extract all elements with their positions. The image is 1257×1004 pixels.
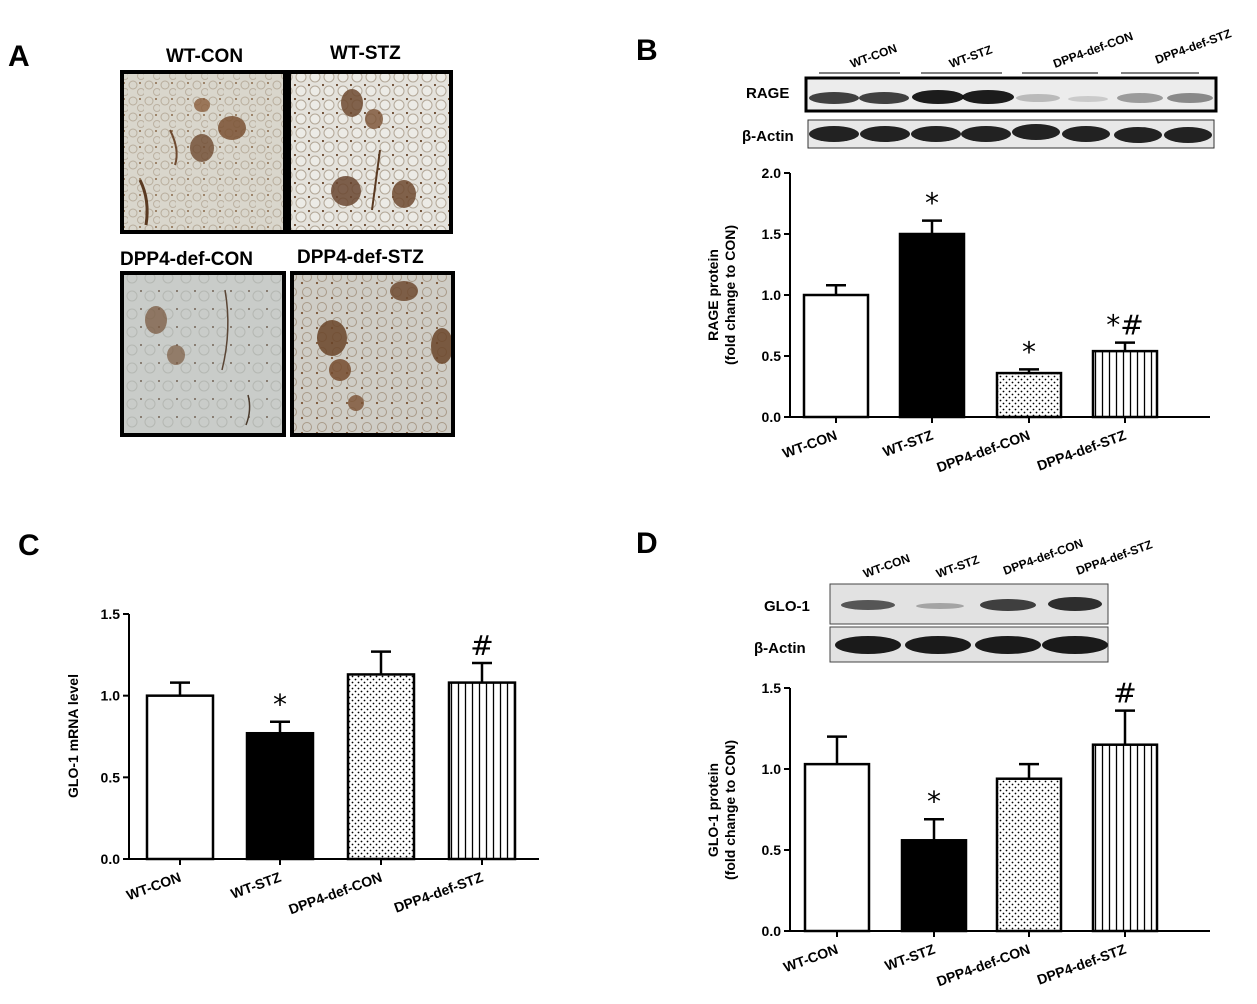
chart-b-bar-wt-con (802, 293, 870, 419)
chart-b-bar-dpp4-def-con (995, 371, 1063, 419)
micrograph-dpp4-def-con (120, 271, 286, 437)
chart-d-significance-dpp4-def-stz: # (1113, 677, 1136, 710)
chart-c-x-label-wt-stz: WT-STZ (229, 869, 284, 902)
chart-c-bar-dpp4-def-stz (447, 681, 517, 861)
chart-d-bar-wt-con (803, 762, 871, 933)
chart-c-x-label-dpp4-def-stz: DPP4-def-STZ (392, 869, 486, 916)
panel-label-a: A (8, 40, 30, 73)
image-label-dpp4-def-stz: DPP4-def-STZ (297, 247, 424, 268)
chart-d-bar-dpp4-def-stz (1091, 743, 1159, 933)
chart-b-x-label-dpp4-def-stz: DPP4-def-STZ (1035, 427, 1129, 474)
chart-d-glo1-protein: 0.0 0.5 1.0 1.5 WT-CON WT-STZ * DPP4-def-CON DPP… (705, 677, 1210, 990)
panel-label-c: C (18, 529, 40, 562)
chart-b-y-tick-label: 1.0 (762, 287, 782, 303)
blot-b-actin-strip (807, 119, 1215, 149)
chart-b-y-tick-label: 0.5 (762, 348, 782, 364)
chart-c-x-label-dpp4-def-con: DPP4-def-CON (286, 869, 384, 918)
blot-b-row-rage: RAGE (746, 85, 789, 102)
chart-d-bar-wt-stz (900, 839, 968, 933)
panel-label-d: D (636, 527, 658, 560)
blot-d-group-3: DPP4-def-CON (1001, 536, 1085, 578)
chart-d-x-label-dpp4-def-stz: DPP4-def-STZ (1035, 941, 1129, 988)
chart-d-y-tick-label: 1.0 (762, 761, 782, 777)
chart-c-bar-wt-stz (245, 731, 315, 861)
chart-c-glo1-mrna: 0.0 0.5 1.0 1.5 WT-CON WT-STZ * DPP4-def-CON DPP… (65, 606, 539, 917)
chart-b-bar-wt-stz (898, 232, 966, 419)
chart-c-significance-wt-stz: * (273, 688, 287, 721)
chart-b-y-tick-label: 0.0 (762, 409, 782, 425)
chart-c-y-tick-label: 1.0 (101, 688, 121, 704)
blot-d-row-actin: β-Actin (754, 640, 806, 657)
image-label-wt-stz: WT-STZ (330, 43, 401, 64)
micrograph-wt-stz (287, 70, 453, 234)
chart-b-significance-wt-stz: * (925, 187, 939, 220)
blot-b-row-actin: β-Actin (742, 128, 794, 145)
chart-d-y-axis-label: GLO-1 protein(fold change to CON) (705, 740, 738, 880)
chart-b-x-label-wt-con: WT-CON (780, 427, 839, 461)
blot-b-group-3: DPP4-def-CON (1051, 29, 1135, 71)
blot-d-glo1-strip (829, 583, 1109, 625)
chart-c-y-tick-label: 1.5 (101, 606, 121, 622)
blot-b-group-1: WT-CON (848, 41, 899, 71)
chart-b-significance-dpp4-def-stz: *# (1106, 309, 1143, 342)
blot-d-actin-strip (829, 626, 1109, 663)
blot-b-rage-strip (804, 76, 1218, 113)
image-label-wt-con: WT-CON (166, 46, 243, 67)
chart-d-bar-dpp4-def-con (995, 777, 1063, 933)
chart-d-y-tick-label: 0.0 (762, 923, 782, 939)
chart-c-x-label-wt-con: WT-CON (124, 869, 183, 903)
chart-d-x-label-dpp4-def-con: DPP4-def-CON (934, 941, 1032, 990)
image-label-dpp4-def-con: DPP4-def-CON (120, 249, 253, 270)
panel-a-histology: WT-CON WT-STZ DPP4-def-CON DPP4-def-STZ (120, 43, 455, 437)
chart-d-y-tick-label: 0.5 (762, 842, 782, 858)
chart-c-y-axis-label: GLO-1 mRNA level (65, 674, 81, 798)
chart-d-x-label-wt-stz: WT-STZ (883, 941, 938, 974)
panel-label-b: B (636, 34, 658, 67)
blot-b-group-2: WT-STZ (947, 42, 994, 70)
chart-b-significance-dpp4-def-con: * (1022, 335, 1036, 368)
panel-d-blot: WT-CON WT-STZ DPP4-def-CON DPP4-def-STZ … (754, 536, 1154, 663)
chart-c-y-tick-label: 0.5 (101, 769, 121, 785)
chart-c-significance-dpp4-def-stz: # (470, 629, 493, 662)
chart-b-y-tick-label: 2.0 (762, 165, 782, 181)
panel-b-blot: WT-CON WT-STZ DPP4-def-CON DPP4-def-STZ … (742, 26, 1233, 149)
chart-c-bar-dpp4-def-con (346, 673, 416, 861)
chart-b-y-tick-label: 1.5 (762, 226, 782, 242)
chart-c-y-tick-label: 0.0 (101, 851, 121, 867)
micrograph-dpp4-def-stz (290, 271, 455, 437)
blot-d-row-glo1: GLO-1 (764, 598, 810, 615)
chart-b-x-label-dpp4-def-con: DPP4-def-CON (934, 427, 1032, 476)
chart-d-x-label-wt-con: WT-CON (781, 941, 840, 975)
chart-b-bar-dpp4-def-stz (1091, 349, 1159, 419)
blot-d-group-4: DPP4-def-STZ (1074, 537, 1154, 578)
micrograph-wt-con (120, 70, 287, 234)
blot-d-group-2: WT-STZ (934, 552, 981, 580)
chart-b-x-label-wt-stz: WT-STZ (881, 427, 936, 460)
chart-c-bar-wt-con (145, 694, 215, 861)
blot-d-group-1: WT-CON (861, 551, 912, 581)
chart-d-y-tick-label: 1.5 (762, 680, 782, 696)
chart-b-y-axis-label: RAGE protein(fold change to CON) (705, 225, 738, 365)
blot-b-group-4: DPP4-def-STZ (1153, 26, 1233, 67)
chart-d-significance-wt-stz: * (927, 785, 941, 818)
chart-b-rage-protein: 0.0 0.5 1.0 1.5 2.0 WT-CON WT-STZ * DPP4-def-CON… (705, 165, 1210, 475)
